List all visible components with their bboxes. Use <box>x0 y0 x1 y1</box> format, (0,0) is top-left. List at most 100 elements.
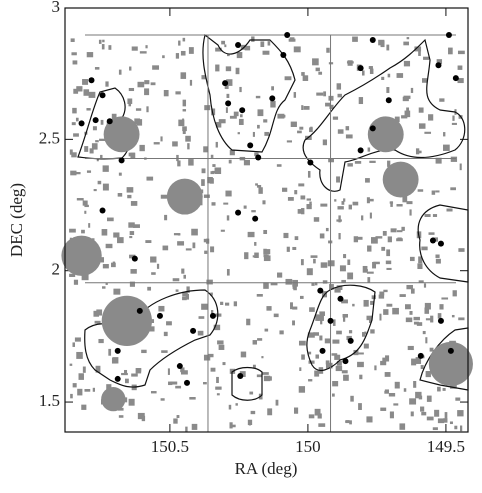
mask-speck <box>382 357 387 362</box>
mask-speck <box>396 238 403 242</box>
point <box>357 147 364 154</box>
mask-speck <box>212 164 216 167</box>
mask-speck <box>173 233 181 236</box>
mask-speck <box>160 136 163 142</box>
mask-speck <box>211 170 219 174</box>
mask-speck <box>323 91 327 97</box>
mask-speck <box>164 214 168 221</box>
mask-circle <box>382 161 419 198</box>
mask-speck <box>91 143 98 150</box>
mask-speck <box>394 381 400 389</box>
mask-speck <box>76 351 83 359</box>
mask-speck <box>396 73 404 78</box>
mask-speck <box>437 313 442 319</box>
mask-speck <box>292 246 297 250</box>
mask-speck <box>309 201 312 206</box>
mask-speck <box>298 340 306 346</box>
mask-speck <box>327 260 335 267</box>
mask-speck <box>407 345 414 351</box>
mask-speck <box>88 223 91 228</box>
point <box>385 97 392 104</box>
mask-speck <box>94 320 101 324</box>
mask-speck <box>418 395 423 400</box>
mask-speck <box>146 176 154 181</box>
mask-speck <box>263 375 271 382</box>
mask-speck <box>252 255 256 258</box>
mask-speck <box>334 354 341 360</box>
mask-speck <box>128 87 135 92</box>
mask-speck <box>158 305 165 312</box>
mask-speck <box>366 197 370 204</box>
mask-speck <box>113 288 121 295</box>
mask-speck <box>215 386 222 390</box>
mask-speck <box>201 168 206 174</box>
point <box>437 317 444 324</box>
mask-speck <box>178 119 185 127</box>
mask-speck <box>386 44 390 51</box>
mask-speck <box>435 258 441 264</box>
mask-speck <box>239 371 246 377</box>
mask-speck <box>126 187 134 193</box>
mask-speck <box>117 193 123 197</box>
mask-speck <box>386 249 391 257</box>
point <box>156 312 163 319</box>
mask-speck <box>311 282 315 286</box>
mask-speck <box>82 366 86 373</box>
mask-circle <box>103 116 140 153</box>
mask-speck <box>402 96 409 102</box>
mask-speck <box>268 376 272 381</box>
mask-speck <box>428 114 434 121</box>
mask-speck <box>317 413 322 419</box>
mask-speck <box>211 310 214 316</box>
mask-speck <box>364 269 368 272</box>
mask-speck <box>71 52 77 56</box>
mask-speck <box>225 66 232 72</box>
mask-speck <box>223 202 229 205</box>
mask-speck <box>334 199 337 202</box>
mask-speck <box>73 279 79 285</box>
mask-speck <box>353 236 359 243</box>
mask-speck <box>353 349 359 356</box>
mask-speck <box>175 385 182 389</box>
point <box>131 255 138 262</box>
mask-speck <box>98 39 102 44</box>
mask-speck <box>148 326 155 332</box>
mask-speck <box>328 158 334 163</box>
mask-speck <box>410 288 415 294</box>
mask-speck <box>307 332 315 338</box>
mask-speck <box>319 233 325 239</box>
mask-speck <box>102 286 106 289</box>
mask-speck <box>292 279 298 287</box>
y-tick-label: 2 <box>52 260 61 279</box>
mask-speck <box>228 404 232 410</box>
mask-speck <box>436 59 443 65</box>
mask-speck <box>75 117 79 122</box>
mask-speck <box>251 210 256 213</box>
mask-speck <box>306 204 312 210</box>
mask-speck <box>228 159 232 164</box>
point <box>225 100 232 107</box>
mask-speck <box>214 167 222 175</box>
mask-speck <box>409 398 417 405</box>
mask-speck <box>215 64 220 72</box>
mask-speck <box>98 338 104 344</box>
mask-speck <box>81 404 87 410</box>
mask-speck <box>181 268 185 274</box>
point <box>280 52 287 59</box>
mask-speck <box>409 209 412 216</box>
mask-speck <box>139 51 147 54</box>
mask-speck <box>139 144 145 152</box>
mask-speck <box>71 152 77 158</box>
mask-speck <box>409 256 415 262</box>
mask-speck <box>424 302 431 310</box>
mask-speck <box>113 232 120 238</box>
mask-speck <box>135 368 142 374</box>
mask-speck <box>237 132 240 135</box>
mask-speck <box>262 50 270 55</box>
mask-speck <box>175 91 181 95</box>
mask-speck <box>318 71 323 75</box>
point <box>209 312 216 319</box>
mask-speck <box>348 204 352 210</box>
mask-speck <box>429 347 434 352</box>
mask-speck <box>310 255 318 258</box>
